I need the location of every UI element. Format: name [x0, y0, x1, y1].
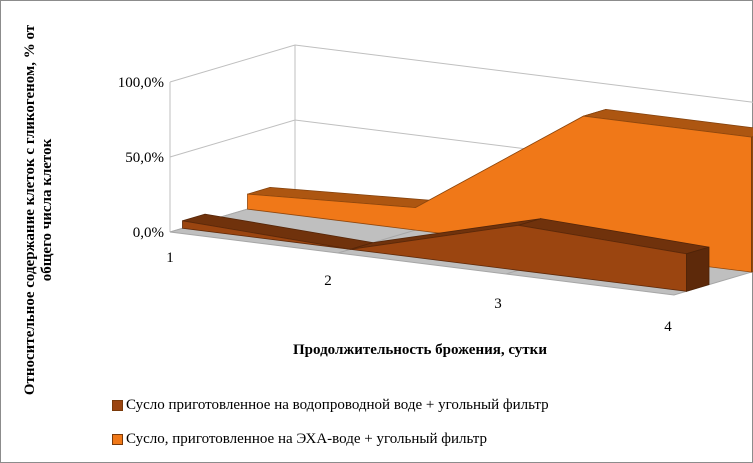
legend-item-eha-water: Сусло, приготовленное на ЭХА-воде + угол…	[112, 428, 549, 450]
legend-label-eha-water: Сусло, приготовленное на ЭХА-воде + угол…	[126, 430, 488, 447]
y-axis-label-wrap: Относительное содержание клеток с гликог…	[0, 0, 60, 463]
y-tick-label-0: 0,0%	[133, 225, 164, 241]
x-axis-label: Продолжительность брожения, сутки	[293, 342, 547, 358]
y-axis-label: Относительное содержание клеток с гликог…	[22, 24, 55, 396]
legend-label-tap-water: Сусло приготовленное на водопроводной во…	[126, 396, 549, 413]
gridline-2	[169, 44, 753, 103]
y-tick-label-2: 100,0%	[118, 75, 164, 91]
legend-swatch-eha-water	[112, 433, 123, 445]
legend-swatch-tap-water	[112, 399, 123, 411]
legend-item-tap-water: Сусло приготовленное на водопроводной во…	[112, 394, 549, 416]
legend: Сусло приготовленное на водопроводной во…	[112, 394, 549, 462]
x-tick-label-1: 2	[324, 273, 332, 289]
x-tick-label-3: 4	[664, 319, 672, 335]
y-tick-label-1: 50,0%	[125, 150, 164, 166]
x-tick-label-0: 1	[166, 250, 174, 266]
x-tick-label-2: 3	[494, 296, 502, 312]
series-0-end-face	[686, 246, 710, 292]
